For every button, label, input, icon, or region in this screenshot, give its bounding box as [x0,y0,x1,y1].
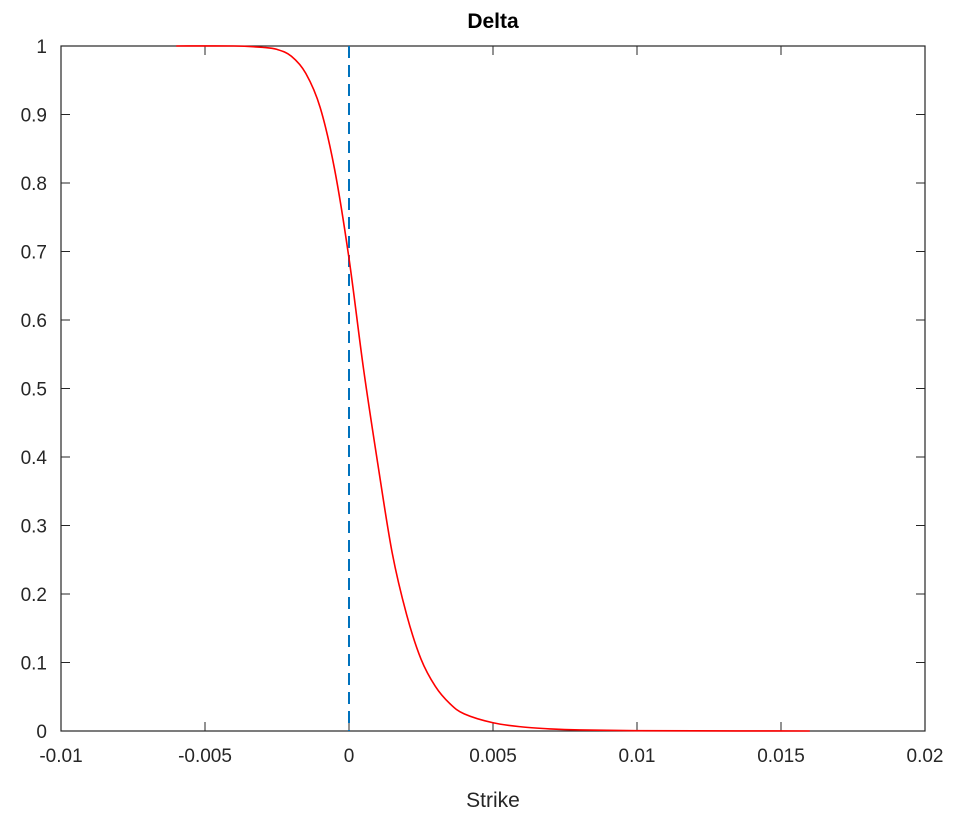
plot-area: -0.01 -0.005 0 0.005 0.01 0.015 0.02 0 0.1 0.2 0.3… [21,37,944,767]
y-tick-label: 0.3 [21,517,47,538]
x-axis-label: Strike [466,789,520,812]
x-tick-label: 0.005 [469,746,517,767]
y-tick-label: 0.7 [21,243,47,264]
y-tick-label: 0.5 [21,380,47,401]
x-tick-label: 0.02 [907,746,944,767]
y-tick-label: 0.1 [21,654,47,675]
x-tick-label: 0.01 [619,746,656,767]
y-tick-label: 0.8 [21,174,47,195]
y-tick-label: 0 [36,722,47,743]
y-tick-label: 0.4 [21,448,48,469]
x-tick-label: 0.015 [757,746,805,767]
y-tick-label: 0.2 [21,585,47,606]
x-tick-label: -0.005 [178,746,232,767]
x-tick-label: 0 [344,746,355,767]
chart-title: Delta [467,10,519,33]
x-tick-label: -0.01 [39,746,82,767]
series-line-delta [176,45,810,732]
y-tick-label: 1 [36,37,47,58]
y-tick-label: 0.9 [21,106,47,127]
y-tick-label: 0.6 [21,311,47,332]
